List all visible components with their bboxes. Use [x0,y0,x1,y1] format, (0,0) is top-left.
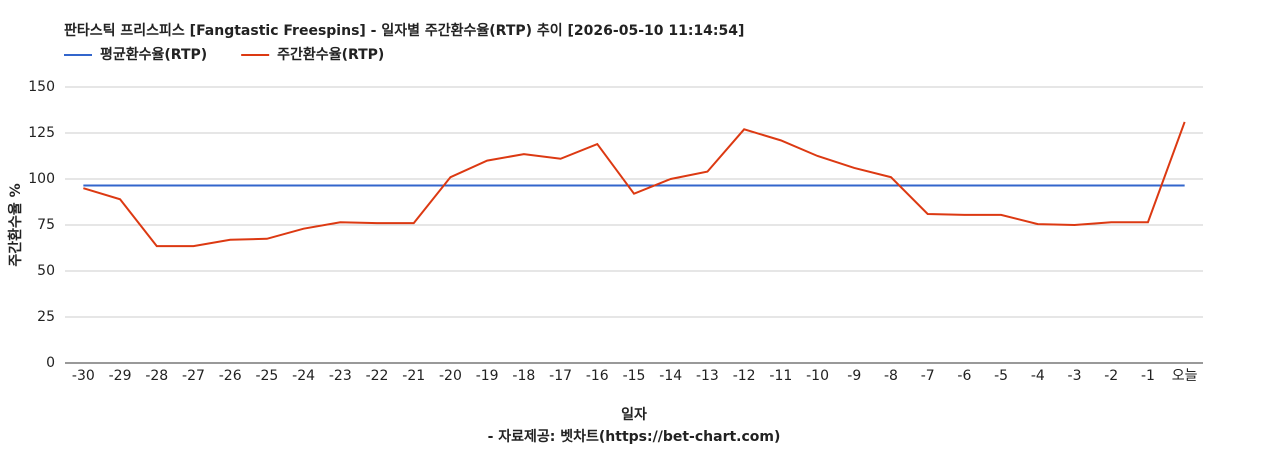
x-tick-label: -17 [549,368,572,384]
x-tick-label: -8 [884,368,898,384]
y-axis-label: 주간환수율 % [7,183,24,266]
x-tick-label: -10 [806,368,829,384]
y-tick-label: 75 [37,217,55,233]
x-tick-label: -4 [1031,368,1045,384]
x-tick-label: -3 [1068,368,1082,384]
x-tick-label: -7 [921,368,935,384]
x-tick-label: -5 [994,368,1008,384]
x-tick-label: -16 [586,368,609,384]
x-tick-label: -26 [219,368,242,384]
x-tick-label: -11 [769,368,792,384]
series-line [83,121,1186,248]
x-tick-label: -14 [659,368,682,384]
x-tick-label: 오늘 [1172,368,1198,384]
legend-label: 평균환수율(RTP) [100,46,207,63]
x-tick-label: -22 [366,368,389,384]
x-tick-label: -18 [512,368,535,384]
x-tick-label: -12 [733,368,756,384]
x-tick-label: -2 [1104,368,1118,384]
x-axis-label: 일자 [621,407,647,423]
y-tick-label: 125 [28,125,55,141]
x-tick-label: -29 [109,368,132,384]
y-tick-label: 100 [28,171,55,187]
x-tick-label: -1 [1141,368,1155,384]
x-tick-label: -28 [145,368,168,384]
x-tick-label: -30 [72,368,95,384]
y-tick-label: 50 [37,263,55,279]
y-tick-label: 0 [46,355,55,371]
x-tick-label: -13 [696,368,719,384]
x-tick-label: -27 [182,368,205,384]
x-tick-label: -25 [255,368,278,384]
x-tick-label: -19 [476,368,499,384]
x-tick-label: -15 [623,368,646,384]
x-tick-label: -23 [329,368,352,384]
y-tick-label: 25 [37,309,55,325]
x-tick-label: -9 [847,368,861,384]
x-tick-label: -20 [439,368,462,384]
footer: - 자료제공: 벳차트(https://bet-chart.com) [488,428,781,445]
x-tick-label: -6 [957,368,971,384]
legend-label: 주간환수율(RTP) [277,46,384,63]
y-tick-label: 150 [28,79,55,95]
x-tick-label: -21 [402,368,425,384]
chart-title: 판타스틱 프리스피스 [Fangtastic Freespins] - 일자별 … [64,22,744,39]
x-tick-label: -24 [292,368,315,384]
